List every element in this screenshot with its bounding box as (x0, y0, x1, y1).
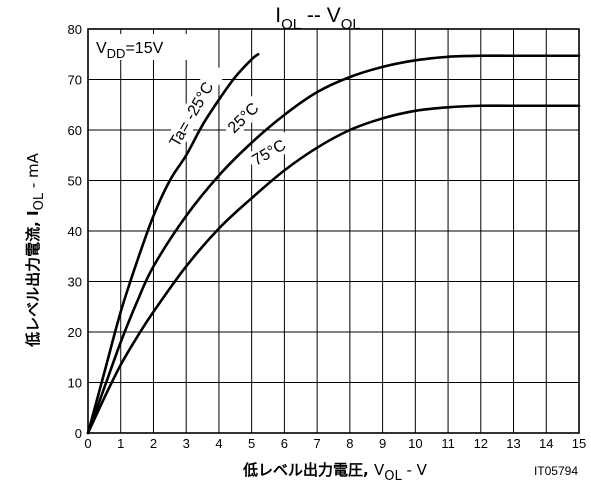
series-curves (86, 52, 581, 435)
y-axis-label: 低レベル出力電流, IOL - mA (24, 152, 47, 348)
y-tick-label: 30 (68, 275, 82, 290)
x-tick-label: 7 (314, 436, 321, 451)
x-tick-label: 9 (379, 436, 386, 451)
y-tick-label: 80 (68, 22, 82, 37)
series-curve-minus25 (86, 52, 260, 435)
series-label-25: 25°C (221, 93, 268, 139)
y-tick-label: 50 (68, 174, 82, 189)
x-tick-label: 4 (215, 436, 222, 451)
y-tick-label: 70 (68, 73, 82, 88)
x-tick-label: 3 (183, 436, 190, 451)
y-tick-label: 0 (75, 426, 82, 441)
condition-label: VDD=15V (96, 40, 164, 61)
y-tick-label: 40 (68, 224, 82, 239)
y-tick-label: 60 (68, 123, 82, 138)
x-tick-label: 6 (281, 436, 288, 451)
condition-label-bg (92, 34, 194, 60)
x-tick-label: 8 (346, 436, 353, 451)
x-tick-label: 14 (539, 436, 553, 451)
x-tick-label: 0 (84, 436, 91, 451)
grid (87, 28, 580, 434)
x-tick-label: 13 (506, 436, 520, 451)
x-tick-label: 12 (474, 436, 488, 451)
series-curve-75 (86, 104, 581, 435)
figure-code: IT05794 (534, 464, 578, 478)
x-tick-label: 2 (150, 436, 157, 451)
x-tick-label: 10 (408, 436, 422, 451)
x-tick-label: 5 (248, 436, 255, 451)
y-tick-label: 20 (68, 325, 82, 340)
x-axis-label: 低レベル出力電圧, VOL - V (242, 461, 428, 484)
plot-frame (87, 28, 580, 434)
x-tick-label: 1 (117, 436, 124, 451)
series-curve-25 (86, 54, 581, 435)
y-tick-label: 10 (68, 376, 82, 391)
series-label-75: 75°C (245, 131, 296, 171)
x-tick-label: 11 (441, 436, 455, 451)
x-tick-label: 15 (572, 436, 586, 451)
